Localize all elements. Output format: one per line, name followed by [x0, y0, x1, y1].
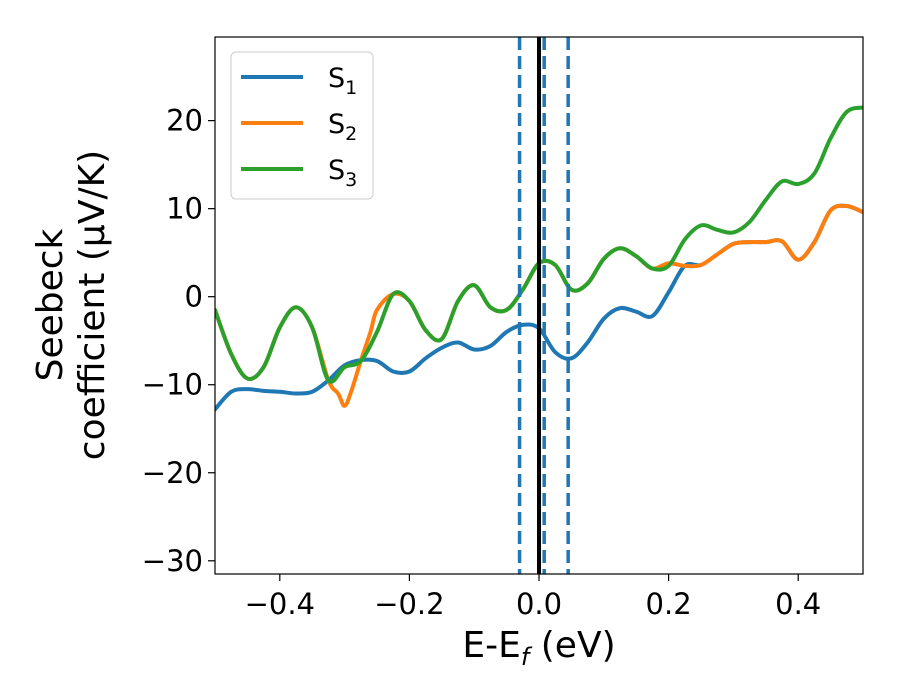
legend-label-s2: S2: [328, 109, 357, 145]
x-axis-label: E-Ef (eV): [462, 625, 615, 671]
y-axis-label-line-1: Seebeck: [30, 228, 71, 381]
x-tick-label: 0.2: [646, 587, 692, 621]
legend-label-s1: S1: [328, 63, 357, 99]
x-axis-label-unit: (eV): [529, 625, 615, 666]
y-axis-label-line-2: coefficient (μV/K): [72, 150, 113, 460]
x-tick-label: 0.4: [775, 587, 821, 621]
tick-layer: −0.4 −0.2 0.0 0.2 0.4 −30 −20 −10 0 10 20: [142, 104, 821, 621]
x-tick-label: −0.4: [245, 587, 315, 621]
x-tick-label: −0.2: [374, 587, 444, 621]
y-tick-label: −10: [142, 368, 203, 402]
y-axis-label: Seebeck coefficient (μV/K): [30, 150, 113, 460]
legend: S1 S2 S3: [230, 51, 374, 200]
x-tick-label: 0.0: [516, 587, 562, 621]
vertical-lines-layer: [517, 37, 570, 574]
y-tick-label: 0: [185, 280, 203, 314]
x-axis-label-main: E-E: [462, 625, 520, 666]
y-tick-label: −20: [142, 456, 203, 490]
y-tick-label: 20: [166, 104, 203, 138]
legend-label-s3: S3: [328, 155, 357, 191]
y-tick-label: 10: [166, 192, 203, 226]
legend-box: [230, 51, 374, 200]
y-tick-label: −30: [142, 544, 203, 578]
